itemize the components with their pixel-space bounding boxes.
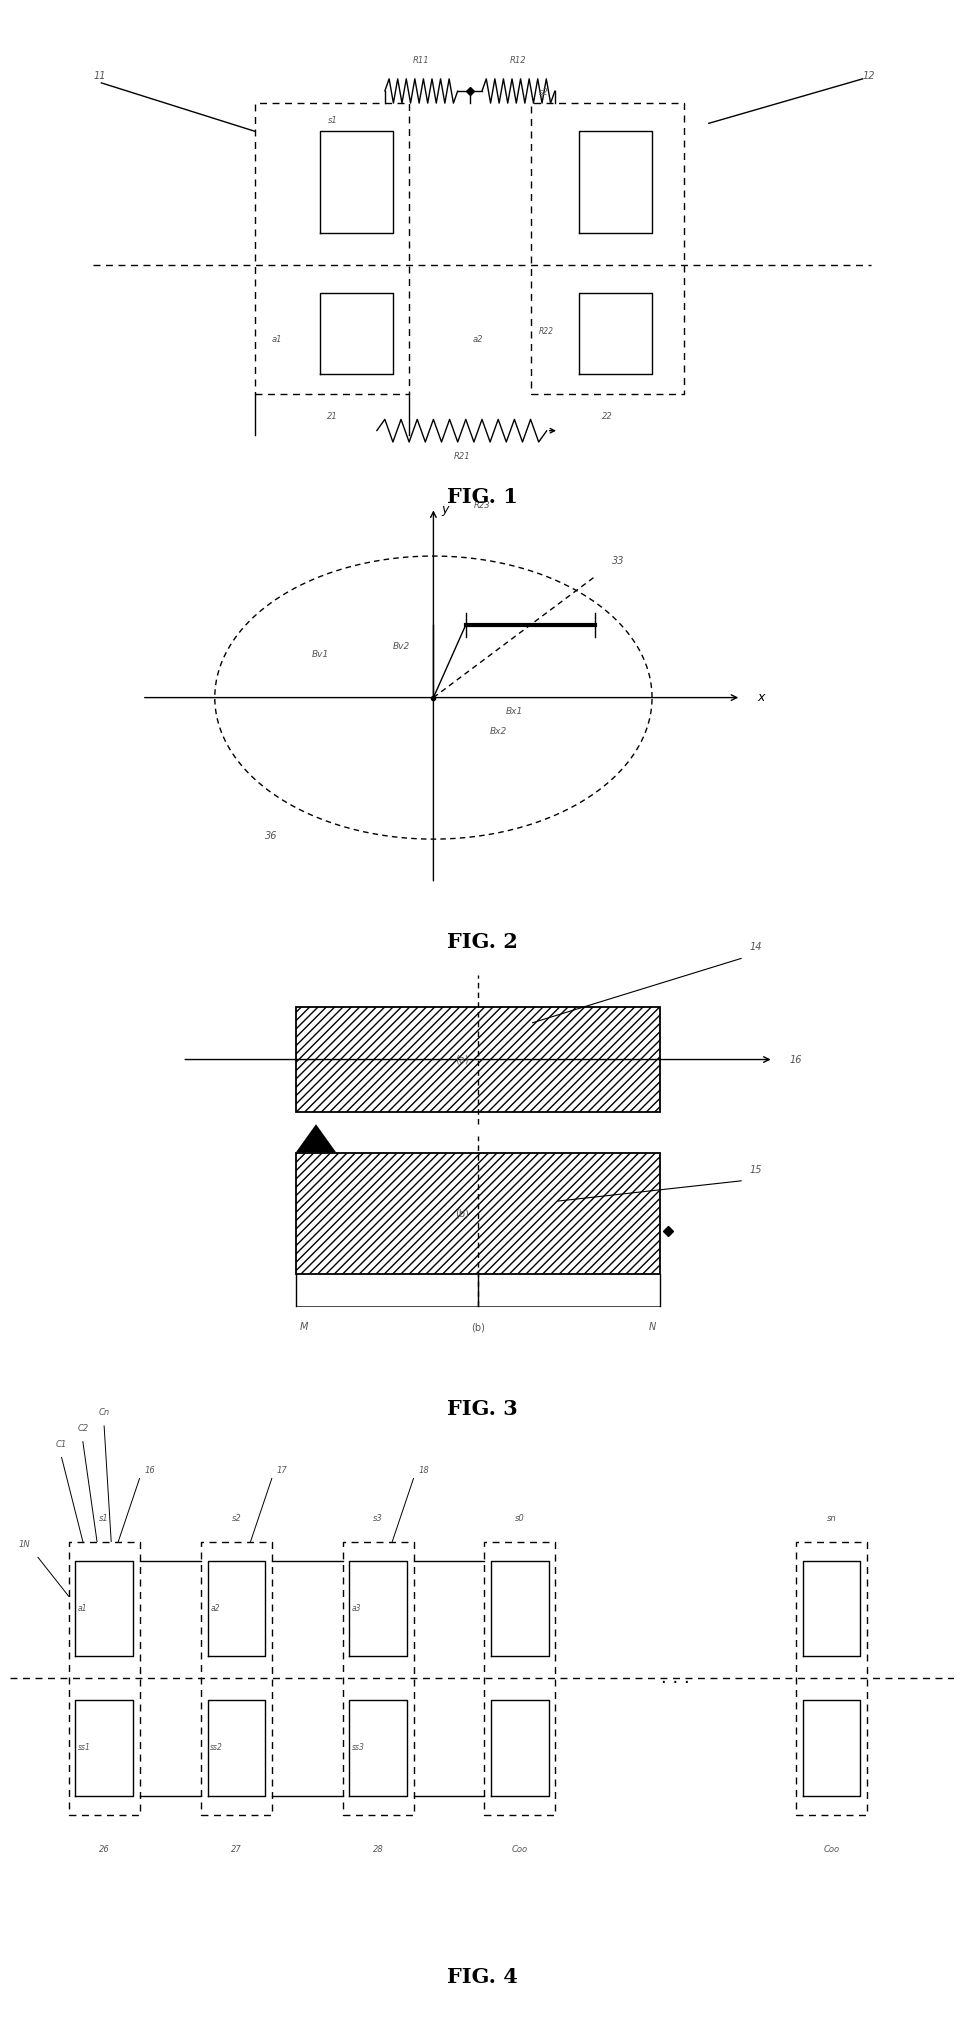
Text: x: x <box>758 692 764 704</box>
Text: . . .: . . . <box>661 1670 690 1686</box>
Text: s2: s2 <box>231 1514 241 1523</box>
Text: 14: 14 <box>749 942 762 952</box>
Text: a1: a1 <box>272 336 281 344</box>
Text: 26: 26 <box>98 1844 110 1854</box>
Text: 22: 22 <box>602 412 613 421</box>
Text: 36: 36 <box>265 831 278 841</box>
Text: 12: 12 <box>863 71 875 81</box>
Text: a1: a1 <box>78 1603 88 1614</box>
Text: ss2: ss2 <box>210 1743 224 1753</box>
Text: (b): (b) <box>455 1209 469 1217</box>
Text: C1: C1 <box>56 1440 67 1450</box>
Text: Bv2: Bv2 <box>392 643 410 651</box>
Text: 27: 27 <box>231 1844 242 1854</box>
Text: R21: R21 <box>453 453 470 461</box>
Text: Coo: Coo <box>823 1844 840 1854</box>
Text: FIG. 1: FIG. 1 <box>446 487 518 508</box>
Text: R11: R11 <box>413 57 430 65</box>
Text: s2: s2 <box>539 89 549 97</box>
Text: Cn: Cn <box>98 1409 110 1417</box>
Text: a2: a2 <box>472 336 483 344</box>
Text: R22: R22 <box>539 328 553 336</box>
Bar <box>296 1153 660 1274</box>
Text: 33: 33 <box>611 556 624 566</box>
Text: Coo: Coo <box>512 1844 528 1854</box>
Text: FIG. 4: FIG. 4 <box>446 1967 518 1988</box>
Text: Bx2: Bx2 <box>490 728 507 736</box>
Text: (b): (b) <box>471 1322 485 1332</box>
Text: ss1: ss1 <box>78 1743 91 1753</box>
Text: 28: 28 <box>373 1844 384 1854</box>
Text: 15: 15 <box>749 1165 762 1175</box>
Bar <box>296 1007 660 1112</box>
Text: ss3: ss3 <box>352 1743 365 1753</box>
Text: 16: 16 <box>790 1055 802 1064</box>
Text: (a): (a) <box>455 1055 469 1064</box>
Text: Bx1: Bx1 <box>506 708 523 716</box>
Text: M: M <box>300 1322 308 1332</box>
Text: R12: R12 <box>510 57 526 65</box>
Text: 21: 21 <box>327 412 337 421</box>
Text: s1: s1 <box>99 1514 109 1523</box>
Text: a2: a2 <box>210 1603 220 1614</box>
Text: FIG. 2: FIG. 2 <box>446 932 518 952</box>
Text: s1: s1 <box>328 117 338 125</box>
Text: s3: s3 <box>373 1514 383 1523</box>
Text: y: y <box>442 503 449 516</box>
Text: 1N: 1N <box>19 1541 31 1549</box>
Text: R23: R23 <box>473 501 491 510</box>
Polygon shape <box>296 1124 336 1153</box>
Text: s0: s0 <box>515 1514 524 1523</box>
Text: Bv1: Bv1 <box>311 651 329 659</box>
Text: 16: 16 <box>145 1466 155 1476</box>
Text: 18: 18 <box>418 1466 429 1476</box>
Text: sn: sn <box>827 1514 837 1523</box>
Text: 11: 11 <box>94 71 106 81</box>
Text: FIG. 3: FIG. 3 <box>446 1399 518 1419</box>
Text: C2: C2 <box>77 1423 89 1434</box>
Text: 17: 17 <box>277 1466 287 1476</box>
Text: a3: a3 <box>352 1603 362 1614</box>
Text: N: N <box>649 1322 656 1332</box>
